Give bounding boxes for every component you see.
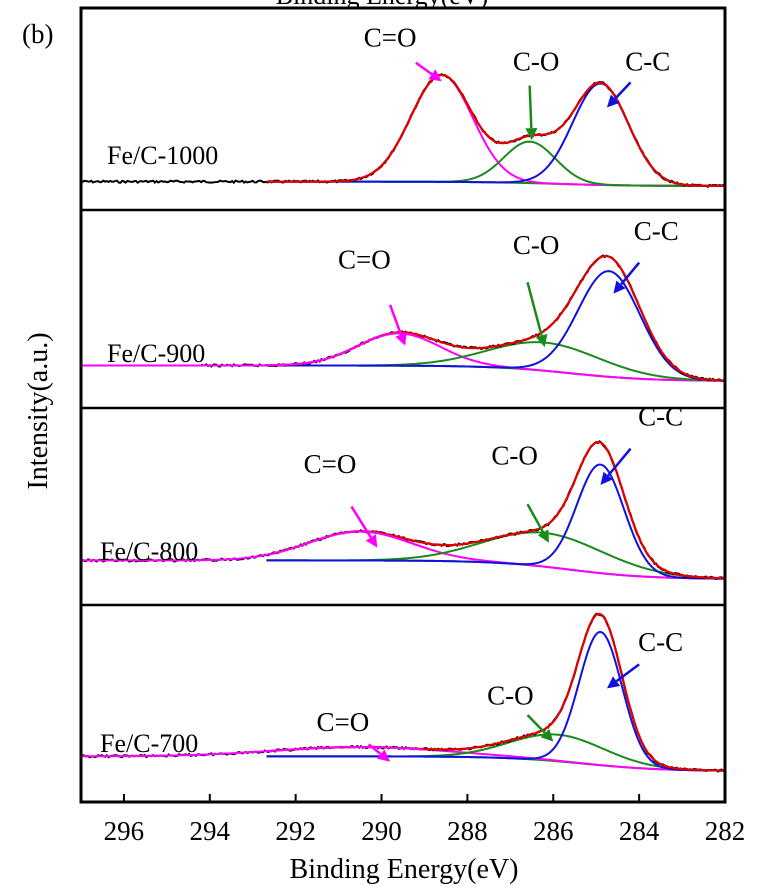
annotation-label: C-O: [491, 440, 538, 470]
x-tick-label: 288: [447, 816, 488, 846]
annotation-arrowhead: [540, 728, 554, 742]
x-tick-label: 284: [619, 816, 660, 846]
raw-spectrum: [200, 254, 726, 383]
annotation-label: C=O: [317, 707, 370, 737]
annotation-arrow-c-o: [528, 85, 533, 129]
annotation-arrowhead: [606, 676, 621, 689]
cc-peak-fit: [266, 463, 726, 580]
co-peak-fit: [266, 140, 726, 187]
annotation-label: C=O: [304, 449, 357, 479]
annotation-label: C-C: [638, 402, 683, 432]
fit-envelope: [266, 254, 726, 382]
annotation-label: C-O: [513, 46, 560, 76]
panel-4: Fe/C-700 C=O C-O C-C: [80, 612, 726, 773]
annotation-arrow-ceqo: [367, 743, 382, 756]
x-tick-label: 290: [361, 816, 402, 846]
sample-label: Fe/C-900: [107, 339, 205, 368]
annotation-arrow-c-c: [607, 447, 632, 477]
sample-label: Fe/C-700: [100, 729, 198, 758]
annotation-arrowhead: [537, 529, 549, 543]
fit-envelope: [266, 73, 725, 188]
annotation-arrowhead: [365, 534, 378, 548]
x-axis-label: Binding Energy(eV): [290, 854, 519, 885]
panel-3: Fe/C-800 C=O C-O C-C: [80, 402, 726, 581]
annotation-arrow-c-c: [615, 663, 640, 683]
annotation-arrowhead: [613, 280, 626, 294]
sample-label: Fe/C-1000: [107, 141, 218, 170]
annotation-arrow-c-c: [620, 261, 641, 286]
annotation-arrowhead: [606, 94, 620, 108]
ceo-peak-fit: [266, 73, 726, 187]
plot-frame: [79, 6, 727, 804]
y-axis-label: Intensity(a.u.): [23, 332, 54, 489]
x-tick-label: 286: [533, 816, 574, 846]
panel-1: Fe/C-1000 C=O C-O C-C: [80, 22, 726, 189]
annotation-label: C-C: [638, 627, 683, 657]
annotation-arrow-ceqo: [388, 304, 403, 335]
annotation-arrow-c-o: [526, 503, 545, 533]
annotation-label: C-O: [513, 230, 560, 260]
annotation-label: C=O: [338, 244, 391, 274]
annotation-arrowhead: [395, 332, 407, 346]
annotation-arrowhead: [535, 334, 548, 348]
ceo-peak-fit: [266, 746, 726, 772]
sample-label: Fe/C-800: [100, 537, 198, 566]
x-tick-label: 282: [705, 816, 746, 846]
annotation-arrow-ceqo: [415, 61, 433, 76]
ceo-tail: [81, 332, 424, 367]
annotation-arrowhead: [377, 749, 391, 762]
annotation-arrow-c-o: [526, 282, 543, 336]
panel-2: Fe/C-900 C=O C-O C-C: [81, 216, 726, 383]
x-tick-label: 294: [190, 816, 231, 846]
x-tick-label: 296: [104, 816, 145, 846]
top-title-fragment: Binding Energy(eV): [276, 0, 489, 10]
annotation-label: C-O: [487, 680, 534, 710]
annotation-arrowhead: [600, 471, 613, 485]
annotation-arrowhead: [525, 127, 538, 141]
annotation-arrow-ceqo: [350, 505, 372, 539]
annotation-arrow-c-o: [526, 714, 546, 734]
annotation-arrow-c-c: [614, 81, 632, 100]
annotation-arrowhead: [428, 69, 442, 82]
cc-peak-fit: [266, 630, 726, 772]
panel-label: (b): [22, 19, 53, 49]
cc-peak-fit: [266, 270, 726, 382]
annotation-label: C-C: [625, 46, 670, 76]
ceo-tail: [80, 746, 423, 758]
x-tick-label: 292: [275, 816, 316, 846]
annotation-label: C=O: [364, 22, 417, 52]
annotation-label: C-C: [634, 216, 679, 246]
